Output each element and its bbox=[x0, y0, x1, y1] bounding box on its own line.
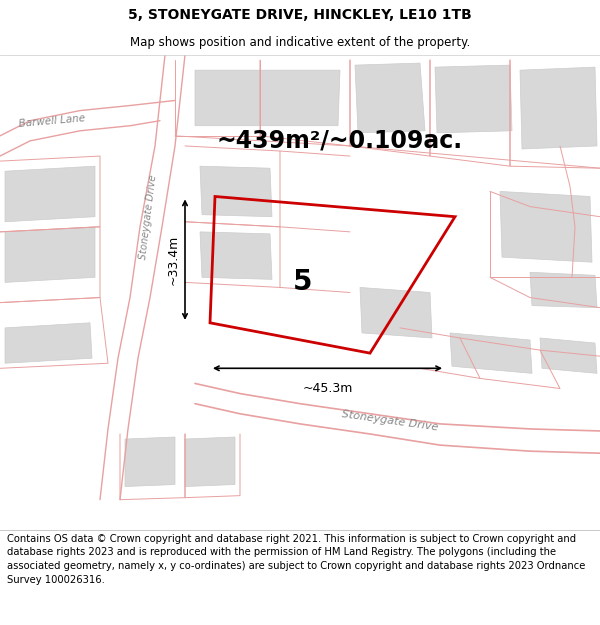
Polygon shape bbox=[125, 437, 175, 486]
Polygon shape bbox=[530, 272, 597, 308]
Text: ~45.3m: ~45.3m bbox=[302, 382, 353, 396]
Text: 5: 5 bbox=[293, 268, 312, 296]
Polygon shape bbox=[450, 333, 532, 373]
Polygon shape bbox=[185, 437, 235, 486]
Text: Stoneygate Drive: Stoneygate Drive bbox=[341, 409, 439, 432]
Text: 5, STONEYGATE DRIVE, HINCKLEY, LE10 1TB: 5, STONEYGATE DRIVE, HINCKLEY, LE10 1TB bbox=[128, 8, 472, 22]
Text: Map shows position and indicative extent of the property.: Map shows position and indicative extent… bbox=[130, 36, 470, 49]
Text: Contains OS data © Crown copyright and database right 2021. This information is : Contains OS data © Crown copyright and d… bbox=[7, 534, 586, 584]
Polygon shape bbox=[520, 67, 597, 149]
Polygon shape bbox=[435, 65, 512, 133]
Polygon shape bbox=[360, 288, 432, 338]
Polygon shape bbox=[5, 166, 95, 222]
Polygon shape bbox=[355, 63, 425, 133]
Polygon shape bbox=[540, 338, 597, 373]
Polygon shape bbox=[5, 227, 95, 282]
Text: Stoneygate Drive: Stoneygate Drive bbox=[138, 174, 158, 259]
Polygon shape bbox=[5, 323, 92, 363]
Polygon shape bbox=[195, 70, 340, 126]
Text: ~439m²/~0.109ac.: ~439m²/~0.109ac. bbox=[217, 129, 463, 153]
Polygon shape bbox=[500, 191, 592, 262]
Text: ~33.4m: ~33.4m bbox=[167, 234, 180, 285]
Text: Barwell Lane: Barwell Lane bbox=[19, 112, 86, 129]
Polygon shape bbox=[200, 232, 272, 279]
Polygon shape bbox=[200, 166, 272, 217]
